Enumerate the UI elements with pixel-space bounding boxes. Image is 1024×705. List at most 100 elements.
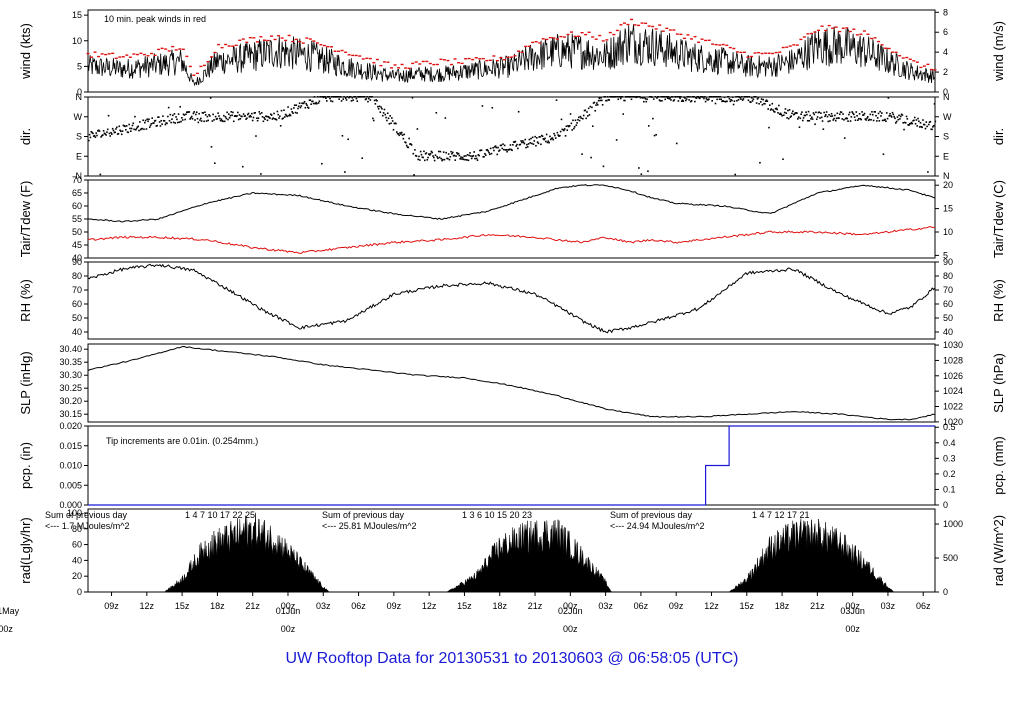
wind-peak-point [220,46,224,49]
wind-direction-point [762,98,765,101]
dir-left-axis-label: dir. [18,128,33,145]
wind-direction-point [858,112,861,115]
wind-peak-point [622,22,626,24]
temp-left-tick-label: 60 [72,201,82,211]
wind-peak-point [640,22,644,24]
wind-peak-point [312,40,316,42]
temp-left-tick-label: 40 [72,253,82,263]
x-hour-tick-label: 12z [704,601,719,611]
wind-direction-point [759,101,762,103]
wind-direction-point [251,119,254,122]
wind-direction-point [381,107,383,110]
x-hour-tick-label: 03z [316,601,331,611]
wind-direction-point [527,143,530,145]
wind-peak-point [460,62,464,65]
wind-peak-point [714,43,718,46]
wind-direction-point [827,120,830,123]
wind-direction-point [353,96,356,98]
wind-direction-point [713,96,716,98]
wind-direction-point [201,111,204,114]
wind-direction-point [362,96,364,98]
wind-direction-point [265,115,268,118]
wind-direction-point [162,119,165,122]
rh-right-tick-label: 50 [943,313,953,323]
radiation-series [88,512,935,593]
wind-peak-point [262,39,266,41]
wind-direction-point [584,109,587,112]
wind-direction-point [173,113,176,115]
relative-humidity-series [87,263,936,334]
wind-direction-point [571,129,573,131]
wind-direction-point [168,119,171,122]
pcp-left-tick-label: 0.005 [59,480,82,490]
wind-peak-point [270,35,274,37]
wind-direction-point [890,114,892,117]
wind-direction-point [296,112,298,114]
wind-direction-point [231,114,233,117]
wind-direction-point [677,100,680,102]
wind-direction-point [559,130,562,133]
wind-peak-point [294,38,298,41]
wind-direction-point [821,120,824,122]
wind-direction-point [316,96,319,98]
wind-direction-point [315,101,317,104]
wind-peak-point [771,52,775,55]
wind-direction-point [441,159,443,162]
wind-direction-point [630,98,633,101]
x-day-hour-label: 00z [281,624,296,634]
wind-direction-point [461,158,463,160]
wind-direction-point [205,120,208,122]
wind-direction-point [349,96,352,98]
wind-direction-point [917,117,919,120]
wind-direction-point [131,124,134,127]
wind-direction-point [867,116,869,118]
wind-direction-point [517,110,520,113]
x-hour-tick-label: 06z [351,601,366,611]
wind-direction-point [823,111,825,114]
wind-direction-point [318,100,321,103]
wind-direction-point [916,125,919,127]
wind-direction-point [101,134,104,136]
wind-direction-point [867,119,870,122]
wind-direction-point [637,96,639,98]
wind-peak-point [153,54,157,57]
wind-direction-point [297,107,299,110]
wind-direction-point [848,113,850,116]
wind-direction-point [232,120,235,123]
wind-direction-point [759,161,761,164]
wind-direction-point [404,141,406,143]
wind-direction-point [409,143,411,145]
wind-peak-point [679,33,683,36]
wind-direction-point [783,114,785,117]
wind-direction-point [796,112,798,114]
wind-direction-point [100,136,102,138]
wind-direction-point [791,112,793,115]
wind-direction-point [774,107,777,110]
wind-direction-point [199,119,201,121]
wind-direction-point [763,102,765,105]
wind-direction-point [371,96,373,98]
wind-direction-point [621,96,624,98]
wind-peak-point [495,60,499,62]
wind-peak-point [577,35,581,37]
wind-direction-point [726,100,728,103]
wind-direction-point [764,102,766,105]
wind-direction-point [461,156,464,159]
rh-right-tick-label: 70 [943,285,953,295]
slp-panel-frame [87,343,936,423]
wind-direction-point [342,98,345,100]
wind-direction-point [596,104,599,106]
rh-right-tick-label: 80 [943,271,953,281]
wind-peak-point [502,58,506,61]
x-hour-tick-label: 09z [669,601,684,611]
wind-peak-point [587,31,591,33]
wind-direction-point [760,98,763,100]
x-hour-tick-label: 21z [528,601,543,611]
wind-peak-point [933,69,937,71]
wind-peak-point [612,33,616,36]
wind-direction-point [212,113,214,116]
wind-direction-point [836,112,839,115]
wind-direction-point [453,154,456,157]
wind-peak-point [474,57,478,59]
